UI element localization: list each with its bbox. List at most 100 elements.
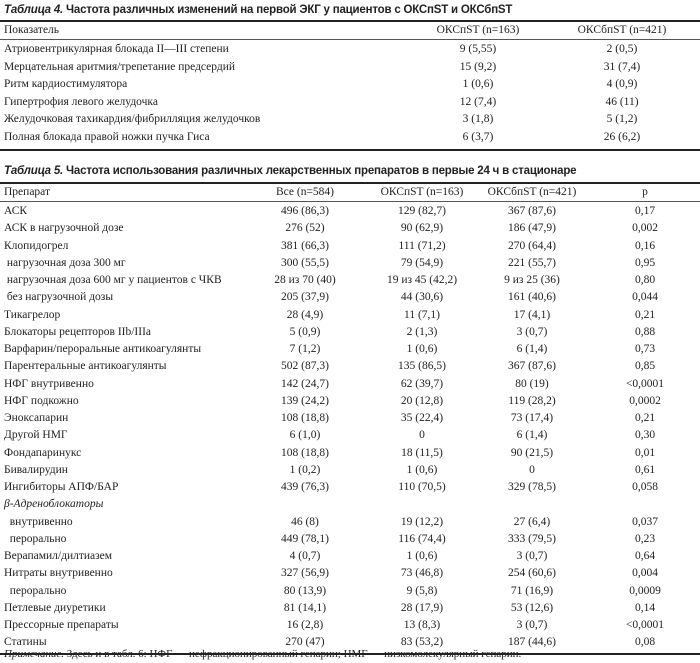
row-label: Желудочковая тахикардия/фибрилляция желу… <box>4 113 261 126</box>
table-cell: <0,0001 <box>625 619 665 631</box>
table-cell: 28 (17,9) <box>400 601 444 614</box>
table-cell: 53 (12,6) <box>510 601 554 614</box>
table-cell: 0,61 <box>634 463 656 476</box>
row-label: Атриовентрикулярная блокада II—III степе… <box>4 43 229 55</box>
table-row: β-Адреноблокаторы <box>0 496 700 513</box>
table-cell: 108 (18,8) <box>281 446 329 459</box>
table5-top-rule <box>0 182 700 184</box>
row-label: Нитраты внутривенно <box>4 567 113 580</box>
row-label: АСК <box>4 205 28 217</box>
table-cell: 119 (28,2) <box>508 394 556 407</box>
table-cell: 46 (11) <box>605 95 639 108</box>
table-header-row: Препарат Все (n=584) ОКСпST (n=163) ОКСбпST… <box>0 184 700 201</box>
table-cell: 1 (0,6) <box>406 343 438 355</box>
table4-title-text: Частота различных изменений на первой ЭК… <box>66 4 513 16</box>
table-cell: 327 (56,9) <box>281 567 329 580</box>
table-row: АСК 496 (86,3) 129 (82,7) 367 (87,6) 0,17 <box>0 203 700 220</box>
table-bottom-rule <box>0 652 700 655</box>
table-cell: 26 (6,2) <box>603 131 641 143</box>
table-cell: 27 (6,4) <box>513 515 551 528</box>
table-cell: 9 из 25 (36) <box>504 274 560 286</box>
table-row: Полная блокада правой ножки пучка Гиса 6 … <box>0 129 700 146</box>
table-cell: 0,95 <box>634 256 656 269</box>
table5-header-rule <box>0 201 700 202</box>
table-cell: 19 (12,2) <box>400 515 444 528</box>
row-label: НФГ внутривенно <box>4 377 94 390</box>
table-cell: 221 (55,7) <box>508 256 556 269</box>
table-cell: 0,037 <box>632 515 658 528</box>
row-label: Парентеральные антикоагулянты <box>4 360 167 373</box>
table-row: Бивалирудин 1 (0,2) 1 (0,6) 0 0,61 <box>0 462 700 479</box>
table-cell: 129 (82,7) <box>398 205 446 217</box>
table-cell: 0,85 <box>634 360 656 373</box>
table-row: Верапамил/дилтиазем 4 (0,7) 1 (0,6) 3 (0,7)… <box>0 548 700 565</box>
table-cell: 111 (71,2) <box>398 239 446 252</box>
table-cell: 0 <box>529 463 535 476</box>
table-cell: 5 (0,9) <box>289 325 321 338</box>
table-cell: 0,01 <box>634 446 656 459</box>
column-header: ОКСбпST (n=421) <box>577 24 667 36</box>
table-cell: 367 (87,6) <box>508 205 556 217</box>
column-header: ОКСбпST (n=421) <box>487 186 577 198</box>
row-label: НФГ подкожно <box>4 394 79 407</box>
table4-title: Таблица 4. Частота различных изменений н… <box>4 4 512 16</box>
table-row: Нитраты внутривенно 327 (56,9) 73 (46,8) 25… <box>0 565 700 582</box>
table-cell: 0,80 <box>634 274 656 286</box>
table-cell: 62 (39,7) <box>400 377 444 390</box>
table-cell: 0,004 <box>632 567 658 580</box>
table4-top-rule <box>0 20 700 22</box>
table-cell: 333 (79,5) <box>508 532 556 545</box>
table5-title-text: Частота использования различных лекарств… <box>66 165 577 177</box>
table-cell: 20 (12,8) <box>400 394 444 407</box>
table-cell: 90 (62,9) <box>400 222 444 235</box>
table-cell: 11 (7,1) <box>404 308 440 321</box>
row-label: Статины <box>4 636 47 649</box>
table-row: Желудочковая тахикардия/фибрилляция желу… <box>0 111 700 128</box>
table-cell: 9 (5,55) <box>459 43 497 55</box>
table-cell: 90 (21,5) <box>510 446 554 459</box>
table-header-row: Показатель ОКСпST (n=163) ОКСбпST (n=421) <box>0 22 700 39</box>
row-label: Полная блокада правой ножки пучка Гиса <box>4 131 210 143</box>
row-label: АСК в нагрузочной дозе <box>4 222 124 235</box>
table-cell: 367 (87,6) <box>508 360 556 373</box>
table-cell: 300 (55,5) <box>281 256 329 269</box>
row-label: Прессорные препараты <box>4 619 119 631</box>
row-label: нагрузочная доза 300 мг <box>4 256 126 269</box>
table-cell: 381 (66,3) <box>281 239 329 252</box>
table-cell: 1 (0,2) <box>289 463 321 476</box>
table-cell: 83 (53,2) <box>400 636 444 649</box>
row-label: Бивалирудин <box>4 463 68 476</box>
table-cell: 3 (1,8) <box>462 113 494 126</box>
table-cell: 81 (14,1) <box>283 601 327 614</box>
table-row: Парентеральные антикоагулянты 502 (87,3) 1… <box>0 358 700 375</box>
table-cell: 270 (47) <box>285 636 325 649</box>
table-cell: 18 (11,5) <box>401 446 443 459</box>
table-cell: 187 (44,6) <box>508 636 556 649</box>
table-row: нагрузочная доза 600 мг у пациентов с ЧК… <box>0 272 700 289</box>
table-row: Блокаторы рецепторов IIb/IIIa 5 (0,9) 2 (1… <box>0 324 700 341</box>
row-label: перорально <box>4 532 67 545</box>
row-label: Верапамил/дилтиазем <box>4 550 113 562</box>
table-row: Варфарин/пероральные антикоагулянты 7 (1,… <box>0 341 700 358</box>
row-label: Эноксапарин <box>4 412 69 424</box>
table-cell: 0,21 <box>634 308 656 321</box>
table-row: Ингибиторы АПФ/БАР 439 (76,3) 110 (70,5) 32… <box>0 479 700 496</box>
table-cell: 19 из 45 (42,2) <box>386 274 458 286</box>
table-cell: 0,0009 <box>629 584 661 597</box>
row-label: Тикагрелор <box>4 308 61 321</box>
table-row: Петлевые диуретики 81 (14,1) 28 (17,9) 53 (… <box>0 600 700 617</box>
table-cell: 28 (4,9) <box>286 308 324 321</box>
table-cell: 4 (0,7) <box>289 550 321 562</box>
table-cell: 142 (24,7) <box>281 377 329 390</box>
table-row: нагрузочная доза 300 мг 300 (55,5) 79 (54,… <box>0 255 700 272</box>
table-cell: 73 (17,4) <box>510 412 554 424</box>
row-label: Блокаторы рецепторов IIb/IIIa <box>4 325 152 338</box>
table-cell: 1 (0,6) <box>462 78 494 91</box>
table-cell: 439 (76,3) <box>281 481 329 493</box>
table-cell: 28 из 70 (40) <box>274 274 336 286</box>
table-cell: 3 (0,7) <box>516 619 548 631</box>
table-row: Ритм кардиостимулятора 1 (0,6) 4 (0,9) <box>0 76 700 93</box>
row-label: Петлевые диуретики <box>4 601 106 614</box>
table-row: Эноксапарин 108 (18,8) 35 (22,4) 73 (17,4) 0… <box>0 410 700 427</box>
table-cell: 0,044 <box>632 291 658 304</box>
